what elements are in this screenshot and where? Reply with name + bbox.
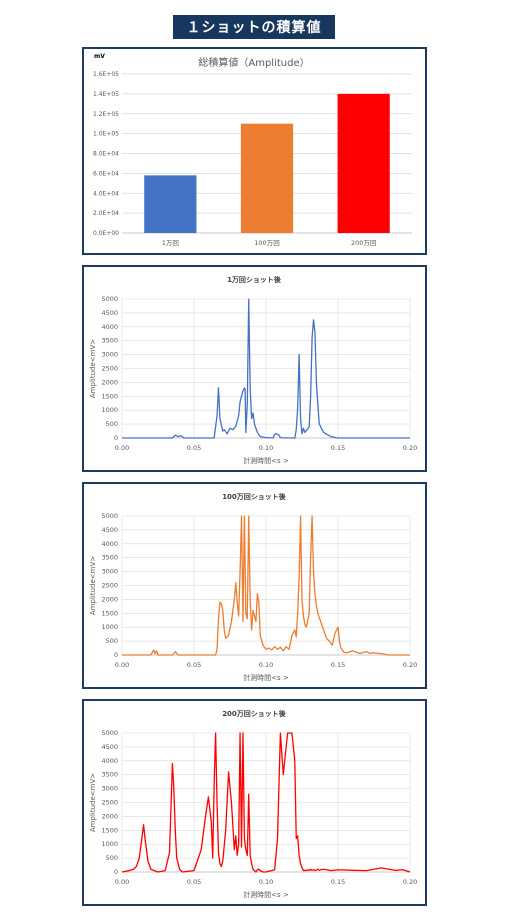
x-tick-label: 0.00 — [115, 661, 129, 669]
y-tick-label: 1500 — [101, 609, 118, 617]
y-tick-label: 2000 — [101, 378, 118, 386]
x-tick-label: 100万回 — [254, 239, 279, 247]
x-tick-label: 0.10 — [259, 661, 273, 669]
x-tick-label: 0.15 — [331, 878, 345, 886]
y-axis-label: Amplitude<mV> — [89, 773, 97, 832]
x-axis-label: 計測時間<s > — [243, 456, 289, 465]
y-tick-label: 4500 — [101, 743, 118, 751]
series-line — [122, 298, 410, 439]
y-tick-label: 5000 — [101, 729, 118, 737]
y-tick-label: 1000 — [101, 623, 118, 631]
x-tick-label: 0.15 — [331, 444, 345, 452]
x-tick-label: 1万回 — [162, 239, 179, 247]
line-chart-panel-3: 200万回ショット後 0 500 1000 1500 2000 2500 3000 3500 40… — [82, 699, 427, 906]
y-tick-label: 6.0E+04 — [93, 170, 119, 177]
y-tick-label: 1.0E+05 — [93, 131, 119, 138]
line-chart-panel-2: 100万回ショット後 0 500 1000 1500 2000 2500 3000 3500 40… — [82, 482, 427, 689]
y-tick-label: 500 — [106, 854, 118, 862]
x-tick-label: 0.05 — [187, 444, 201, 452]
page-title: １ショットの積算値 — [173, 15, 335, 39]
bar — [240, 123, 294, 233]
y-tick-label: 4500 — [101, 309, 118, 317]
y-tick-label: 4000 — [101, 540, 118, 548]
y-tick-label: 2000 — [101, 595, 118, 603]
y-tick-label: 4.0E+04 — [93, 190, 119, 197]
series-line — [121, 732, 411, 873]
y-tick-label: 1500 — [101, 826, 118, 834]
y-tick-label: 2500 — [101, 365, 118, 373]
x-tick-label: 0.00 — [115, 444, 129, 452]
y-axis-label: Amplitude<mV> — [89, 339, 97, 398]
y-tick-label: 2500 — [101, 799, 118, 807]
y-tick-label: 5000 — [101, 295, 118, 303]
y-tick-label: 3500 — [101, 337, 118, 345]
y-tick-label: 1.2E+05 — [93, 111, 119, 118]
line-chart-10k-shots: 1万回ショット後 0 500 1000 1500 2000 2500 3000 3500 4000… — [89, 275, 417, 465]
y-tick-label: 0 — [114, 868, 118, 876]
bar-chart-panel: 総積算値（Amplitude） mV 0.0E+00 2.0E+04 4.0E+04 6.… — [82, 47, 427, 255]
chart-title: 総積算値（Amplitude） — [198, 56, 309, 69]
chart-title: 1万回ショット後 — [227, 275, 282, 284]
line-chart-2m-shots: 200万回ショット後 0 500 1000 1500 2000 2500 3000 3500 40… — [89, 709, 417, 899]
x-tick-label: 0.20 — [403, 878, 417, 886]
y-tick-label: 3000 — [101, 785, 118, 793]
unit-label: mV — [94, 53, 105, 60]
y-tick-label: 2500 — [101, 582, 118, 590]
y-tick-label: 1500 — [101, 392, 118, 400]
y-tick-label: 1.6E+05 — [93, 71, 119, 78]
y-tick-label: 4500 — [101, 526, 118, 534]
x-tick-label: 0.10 — [259, 444, 273, 452]
x-tick-label: 0.10 — [259, 878, 273, 886]
x-axis-label: 計測時間<s > — [243, 673, 289, 682]
y-tick-label: 2000 — [101, 812, 118, 820]
y-tick-label: 1000 — [101, 840, 118, 848]
y-tick-label: 5000 — [101, 512, 118, 520]
y-tick-label: 500 — [106, 637, 118, 645]
y-tick-label: 3500 — [101, 771, 118, 779]
y-tick-label: 4000 — [101, 757, 118, 765]
y-tick-label: 4000 — [101, 323, 118, 331]
x-tick-label: 200万回 — [351, 239, 376, 247]
y-axis-label: Amplitude<mV> — [89, 556, 97, 615]
y-tick-label: 2.0E+04 — [93, 210, 119, 217]
x-tick-label: 0.15 — [331, 661, 345, 669]
y-tick-label: 1.4E+05 — [93, 91, 119, 98]
y-tick-label: 3500 — [101, 554, 118, 562]
series-line — [122, 515, 410, 656]
x-axis-label: 計測時間<s > — [243, 890, 289, 899]
y-tick-label: 0.0E+00 — [93, 230, 119, 237]
y-tick-label: 0 — [114, 651, 118, 659]
y-tick-label: 3000 — [101, 568, 118, 576]
y-tick-label: 500 — [106, 420, 118, 428]
bar — [144, 175, 197, 233]
chart-title: 100万回ショット後 — [222, 492, 287, 501]
y-tick-label: 1000 — [101, 406, 118, 414]
x-tick-label: 0.20 — [403, 661, 417, 669]
y-tick-label: 8.0E+04 — [93, 151, 119, 158]
line-chart-1m-shots: 100万回ショット後 0 500 1000 1500 2000 2500 3000 3500 40… — [89, 492, 417, 682]
x-tick-label: 0.00 — [115, 878, 129, 886]
total-amplitude-bar-chart: 総積算値（Amplitude） mV 0.0E+00 2.0E+04 4.0E+04 6.… — [93, 53, 412, 247]
y-tick-label: 0 — [114, 434, 118, 442]
x-tick-label: 0.05 — [187, 661, 201, 669]
bar — [337, 93, 390, 233]
y-tick-label: 3000 — [101, 351, 118, 359]
x-tick-label: 0.20 — [403, 444, 417, 452]
chart-title: 200万回ショット後 — [222, 709, 287, 718]
x-tick-label: 0.05 — [187, 878, 201, 886]
line-chart-panel-1: 1万回ショット後 0 500 1000 1500 2000 2500 3000 3500 4000… — [82, 265, 427, 472]
